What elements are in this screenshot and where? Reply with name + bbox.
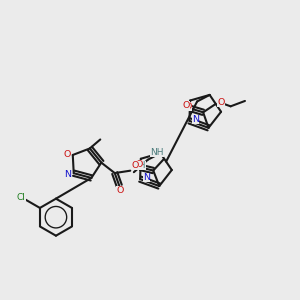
Text: NH: NH	[150, 148, 164, 157]
Text: O: O	[182, 101, 190, 110]
Text: O: O	[64, 151, 71, 160]
Text: O: O	[116, 187, 124, 196]
Text: O: O	[132, 161, 139, 170]
Text: Cl: Cl	[17, 193, 26, 202]
Text: O: O	[136, 160, 143, 169]
Text: N: N	[143, 173, 150, 182]
Text: NH: NH	[132, 161, 146, 170]
Text: O: O	[185, 102, 192, 111]
Text: N: N	[193, 115, 200, 124]
Text: N: N	[64, 170, 71, 179]
Text: O: O	[218, 98, 225, 107]
